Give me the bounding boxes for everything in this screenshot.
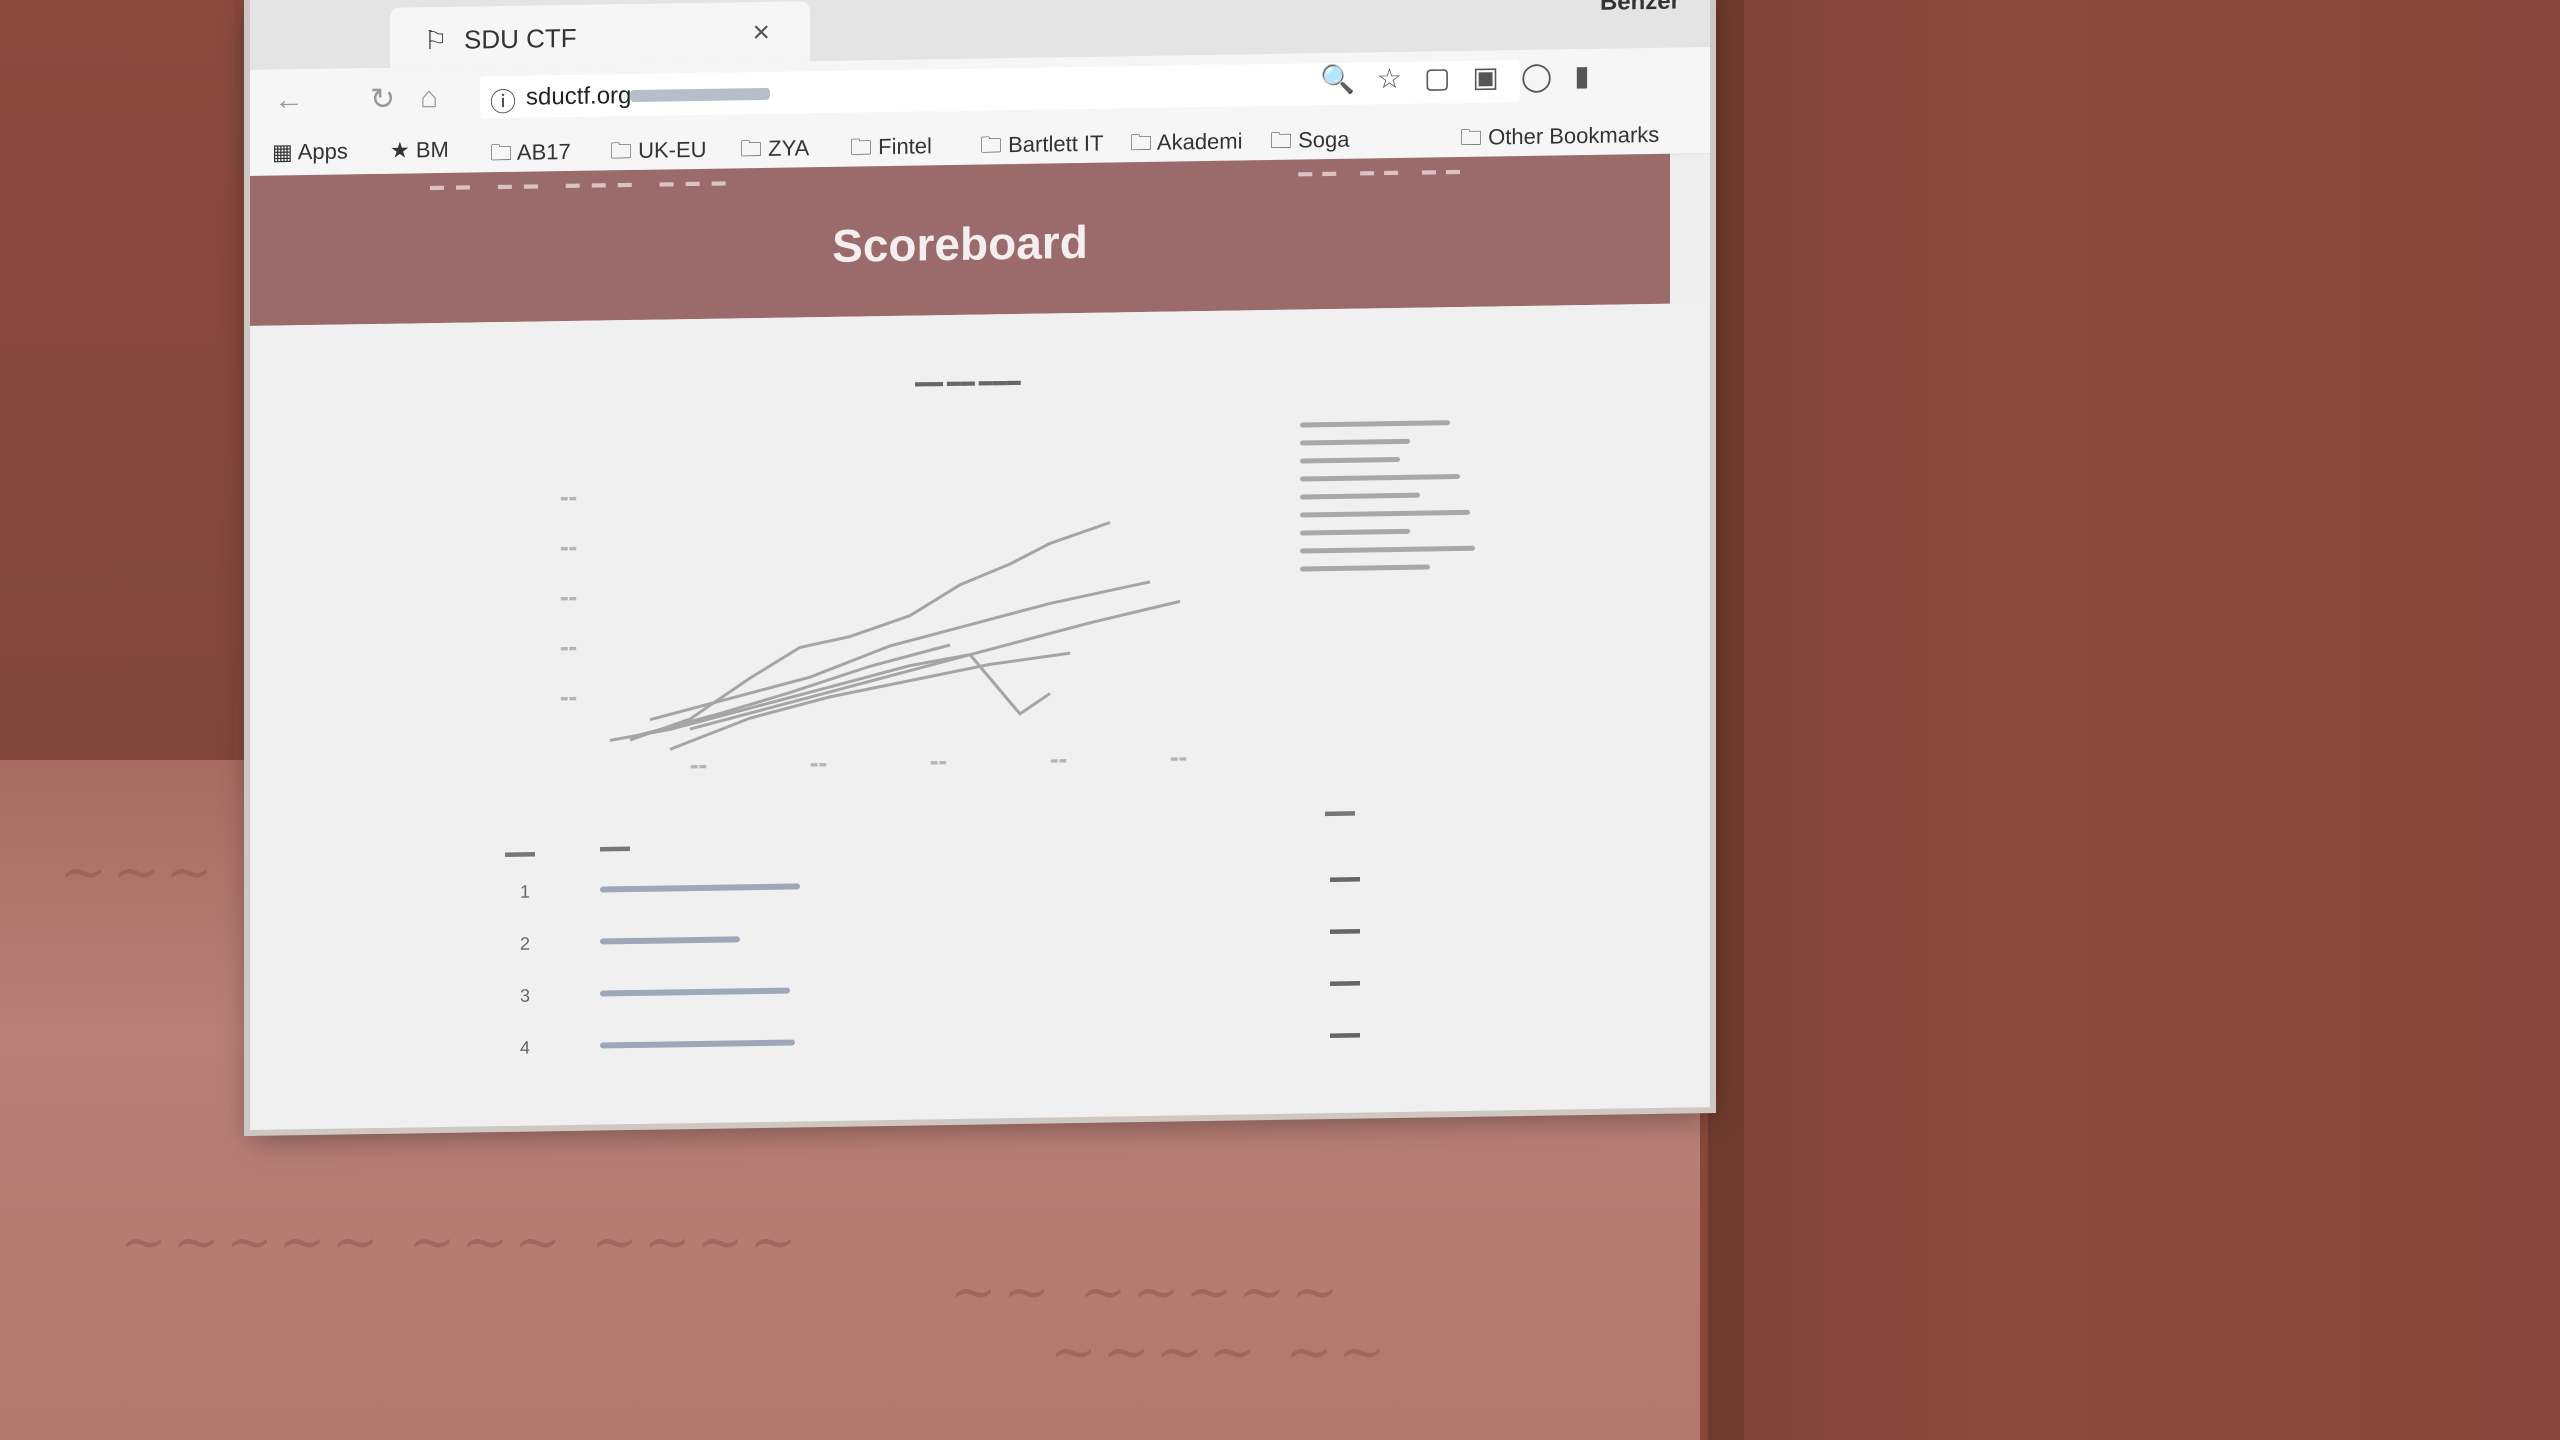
row-score: ▬▬: [1330, 920, 1360, 939]
extension-icons[interactable]: 🔍☆▢▣◯▮: [1320, 59, 1612, 96]
team-line: [649, 580, 1151, 722]
flag-icon: ⚐: [424, 24, 448, 56]
score-progress-chart: ▬▬ ▬▬ ▬▬ ▬▬ ▬▬ ▬▬ ▬▬ ▬▬ ▬▬ ▬▬: [560, 494, 1187, 772]
column-header-team: ▬▬: [600, 838, 630, 856]
row-place: 4: [520, 1037, 531, 1058]
row-team[interactable]: [600, 883, 800, 893]
site-header: ▬▬ ▬▬ ▬▬▬ ▬▬▬ ▬▬ ▬▬ ▬▬ Scoreboard: [250, 153, 1670, 326]
home-icon[interactable]: ⌂: [420, 81, 439, 115]
screen-frame: [1708, 0, 1744, 1440]
x-tick: ▬▬: [930, 758, 947, 768]
team-line: [669, 651, 1071, 751]
row-score: ▬▬: [1330, 1024, 1360, 1043]
chart-legend: [1300, 417, 1475, 582]
bookmark-folder[interactable]: 🗀 Akademi: [1130, 128, 1243, 156]
table-row[interactable]: 4 ▬▬: [450, 1023, 1450, 1079]
y-tick: ▬▬: [560, 494, 577, 504]
info-icon[interactable]: ⓘ: [490, 86, 517, 118]
table-row[interactable]: 3 ▬▬: [450, 971, 1450, 1027]
projected-screen: ⚐ SDU CTF × Benzer ← ↻ ⌂ ⓘ sductf.org 🔍☆…: [250, 0, 1710, 1131]
row-score: ▬▬: [1330, 868, 1360, 887]
url-text: sductf.org: [526, 82, 632, 111]
row-place: 3: [520, 985, 531, 1006]
site-nav-right[interactable]: ▬▬ ▬▬ ▬▬: [1298, 160, 1470, 180]
bookmark-folder[interactable]: 🗀 AB17: [490, 138, 571, 166]
column-header-place: ▬▬: [505, 843, 535, 861]
row-place: 2: [520, 933, 531, 954]
profile-name[interactable]: Benzer: [1599, 0, 1680, 16]
table-row[interactable]: 1 ▬▬: [450, 867, 1450, 923]
bookmark-folder[interactable]: 🗀 Bartlett IT: [980, 130, 1104, 158]
row-team[interactable]: [600, 1039, 795, 1049]
x-tick: ▬▬: [810, 760, 827, 770]
back-icon[interactable]: ←: [274, 83, 304, 117]
scoreboard-content: ▬▬ ▬▬ ▬▬▬ ▬▬ ▬▬ ▬▬ ▬▬ ▬▬ ▬▬ ▬▬ ▬▬ ▬▬ ▬▬: [250, 303, 1710, 1131]
y-tick: ▬▬: [560, 694, 577, 704]
y-tick: ▬▬: [560, 644, 577, 654]
page-title: Scoreboard: [832, 215, 1088, 272]
row-place: 1: [520, 881, 531, 902]
row-team[interactable]: [600, 987, 790, 997]
reload-icon[interactable]: ↻: [370, 82, 396, 117]
team-line: [629, 521, 1111, 742]
bookmark-folder[interactable]: 🗀 Soga: [1270, 126, 1350, 153]
row-team[interactable]: [600, 936, 740, 945]
whiteboard-scribble: ~~~~ ~~: [1050, 1320, 1392, 1385]
team-line: [609, 653, 1051, 742]
bookmark-bm[interactable]: ★ BM: [390, 136, 449, 163]
x-tick: ▬▬: [1170, 754, 1187, 764]
row-score: ▬▬: [1330, 972, 1360, 991]
browser-tab[interactable]: ⚐ SDU CTF ×: [390, 1, 810, 68]
column-header-score: ▬▬: [1325, 802, 1355, 821]
table-row[interactable]: 2 ▬▬: [450, 919, 1450, 975]
chart-title: ▬▬ ▬▬ ▬▬▬: [915, 371, 1021, 390]
tab-title: SDU CTF: [464, 22, 577, 55]
wall-right: [1740, 0, 2560, 1440]
url-path: [630, 87, 770, 103]
bookmark-folder[interactable]: 🗀 UK-EU: [610, 136, 707, 164]
x-tick: ▬▬: [690, 762, 707, 772]
y-tick: ▬▬: [560, 594, 577, 604]
team-line: [639, 643, 951, 737]
site-nav[interactable]: ▬▬ ▬▬ ▬▬▬ ▬▬▬: [430, 172, 738, 194]
whiteboard-scribble: ~~~~~ ~~~ ~~~~: [120, 1210, 803, 1275]
bookmark-apps[interactable]: ▦ Apps: [272, 138, 348, 165]
whiteboard-scribble: ~~ ~~~~~: [950, 1260, 1345, 1325]
bookmark-other[interactable]: 🗀 Other Bookmarks: [1460, 121, 1660, 150]
y-tick: ▬▬: [560, 544, 577, 554]
team-line: [689, 599, 1181, 731]
close-icon[interactable]: ×: [752, 15, 770, 50]
wall-left: [0, 0, 235, 760]
x-tick: ▬▬: [1050, 756, 1067, 766]
bookmark-folder[interactable]: 🗀 Fintel: [850, 133, 932, 160]
legend-item: [1300, 561, 1475, 582]
bookmark-folder[interactable]: 🗀 ZYA: [740, 135, 810, 162]
